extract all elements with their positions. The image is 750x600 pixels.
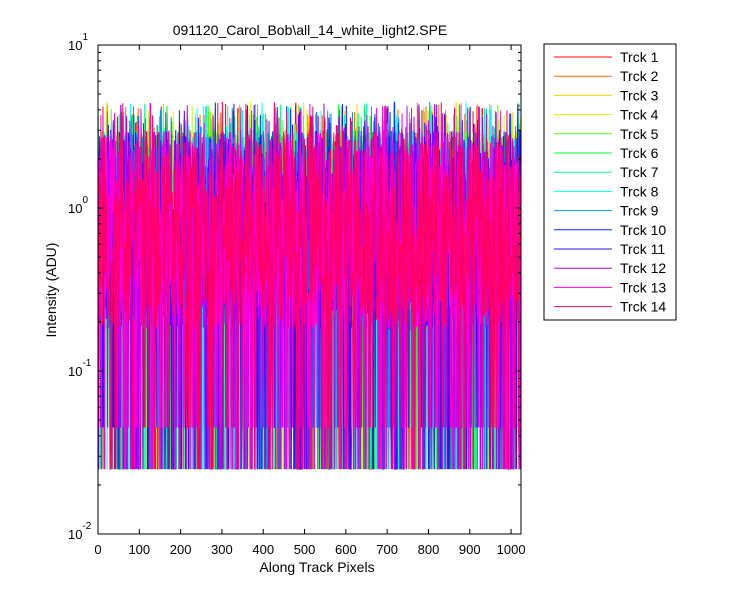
legend-label-5: Trck 5 — [620, 126, 659, 142]
y-tick-exponent: -2 — [82, 521, 91, 532]
x-tick-label: 1000 — [497, 542, 526, 557]
x-tick-label: 900 — [459, 542, 481, 557]
x-axis-label: Along Track Pixels — [259, 559, 374, 575]
x-tick-label: 0 — [94, 542, 101, 557]
x-tick-label: 600 — [335, 542, 357, 557]
legend-label-14: Trck 14 — [620, 299, 666, 315]
x-tick-label: 500 — [294, 542, 316, 557]
y-tick-exponent: -1 — [82, 358, 91, 369]
legend-label-13: Trck 13 — [620, 279, 666, 295]
chart-title: 091120_Carol_Bob\all_14_white_light2.SPE — [173, 22, 448, 38]
legend-label-10: Trck 10 — [620, 222, 666, 238]
legend-label-12: Trck 12 — [620, 260, 666, 276]
x-tick-label: 100 — [128, 542, 150, 557]
y-tick-exponent: 0 — [82, 195, 88, 206]
legend-label-1: Trck 1 — [620, 49, 659, 65]
series-layer — [97, 101, 522, 470]
legend-label-3: Trck 3 — [620, 87, 659, 103]
legend: Trck 1 Trck 2 Trck 3 Trck 4 Trck 5 Trck 6 Trck… — [543, 43, 677, 321]
x-tick-label: 800 — [418, 542, 440, 557]
x-tick-label: 400 — [252, 542, 274, 557]
legend-label-6: Trck 6 — [620, 145, 659, 161]
x-tick-label: 700 — [376, 542, 398, 557]
y-tick-exponent: 1 — [82, 32, 88, 43]
legend-label-8: Trck 8 — [620, 183, 659, 199]
legend-label-2: Trck 2 — [620, 68, 659, 84]
x-tick-label: 300 — [211, 542, 233, 557]
legend-label-11: Trck 11 — [620, 241, 665, 257]
legend-label-7: Trck 7 — [620, 164, 659, 180]
x-tick-label: 200 — [170, 542, 192, 557]
legend-label-9: Trck 9 — [620, 203, 659, 219]
x-axis-ticks: 0 100 200 300 400 500 600 700 800 900 1000 — [94, 45, 526, 557]
axes-frame — [97, 44, 522, 535]
y-axis-label: Intensity (ADU) — [43, 243, 59, 338]
legend-box — [543, 43, 677, 321]
series-line-14 — [97, 101, 522, 470]
legend-label-4: Trck 4 — [620, 107, 659, 123]
